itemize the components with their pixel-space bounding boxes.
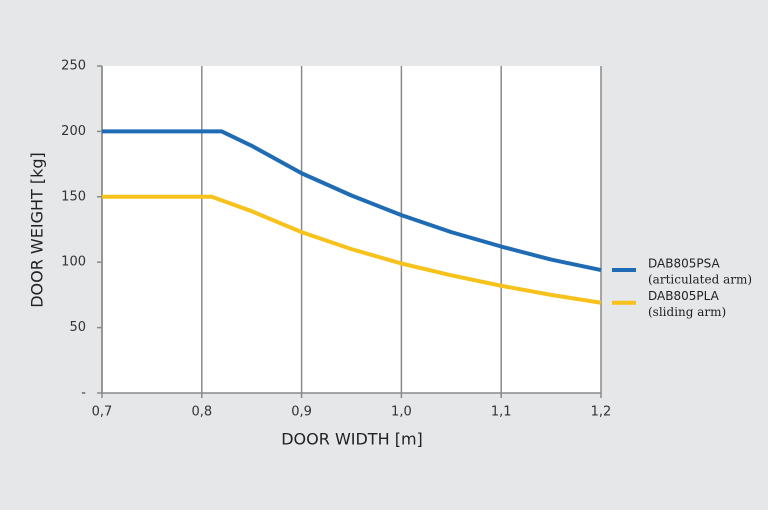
legend-label: DAB805PLA — [648, 289, 720, 303]
x-tick-label: 1,2 — [591, 405, 612, 420]
legend-sublabel: (sliding arm) — [648, 305, 726, 319]
x-tick-label: 1,0 — [391, 405, 412, 420]
x-tick-label: 0,9 — [291, 405, 312, 420]
x-tick-label: 0,8 — [191, 405, 212, 420]
line — [102, 194, 602, 305]
y-tick-label: 250 — [61, 59, 86, 74]
y-tick-label: - — [81, 386, 86, 401]
plot-area — [102, 66, 601, 393]
y-tick-label: 100 — [61, 255, 86, 270]
y-tick-label: 50 — [69, 320, 86, 335]
x-tick-label: 1,1 — [491, 405, 512, 420]
x-tick-label: 0,7 — [92, 405, 113, 420]
y-tick-label: 150 — [61, 189, 86, 204]
legend-sublabel: (articulated arm) — [648, 273, 752, 287]
x-axis-title: DOOR WIDTH [m] — [281, 430, 423, 449]
y-tick-label: 200 — [61, 124, 86, 139]
legend-label: DAB805PSA — [648, 257, 720, 271]
line — [102, 129, 602, 273]
y-axis-title: DOOR WEIGHT [kg] — [28, 152, 47, 308]
